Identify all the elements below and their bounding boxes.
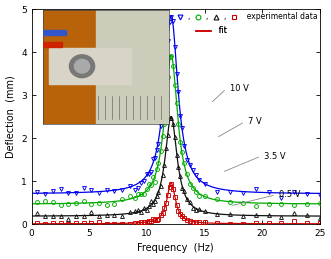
Text: 10 V: 10 V (230, 84, 249, 93)
Circle shape (70, 55, 95, 78)
Legend:   fit: fit (195, 25, 228, 37)
Bar (96, 10, 169, 124)
Bar (49, 48, 131, 84)
Y-axis label: Deflection  (mm): Deflection (mm) (6, 75, 16, 158)
Text: 3.5 V: 3.5 V (264, 152, 286, 161)
Text: 7 V: 7 V (248, 117, 262, 126)
Bar (43, 42, 62, 47)
Circle shape (74, 59, 90, 73)
Text: 0.5 V: 0.5 V (279, 190, 301, 199)
X-axis label: Frequency  (Hz): Frequency (Hz) (137, 243, 214, 254)
Bar (43, 30, 66, 35)
